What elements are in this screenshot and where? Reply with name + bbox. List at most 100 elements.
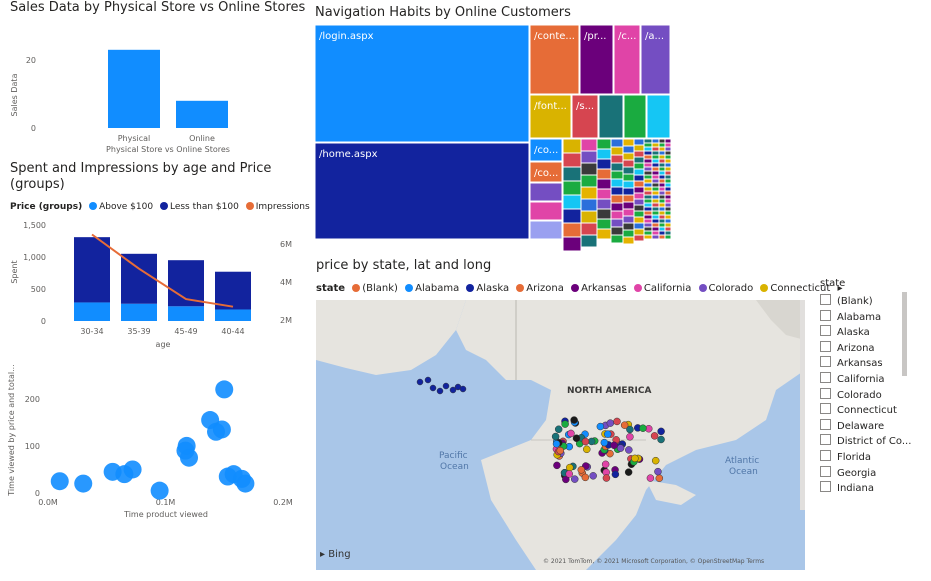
slicer-item-label: District of Co... xyxy=(837,436,912,448)
treemap-small-tile xyxy=(651,162,660,168)
slicer-item-label: Alabama xyxy=(837,311,882,323)
treemap-small-tile xyxy=(651,186,660,192)
spent-ytick-3: 1,500 xyxy=(23,221,46,230)
slicer-item[interactable]: Arkansas xyxy=(820,356,883,369)
map-point xyxy=(570,416,578,424)
map-legend-item-alabama[interactable]: Alabama xyxy=(415,283,460,294)
bing-icon: ▸ xyxy=(320,549,326,560)
slicer-item[interactable]: Delaware xyxy=(820,418,885,432)
treemap-small-tile xyxy=(633,144,645,152)
map-point xyxy=(620,421,629,429)
treemap-small-tile xyxy=(658,214,666,220)
spent-chart-title-line1: Spent and Impressions by age and Price xyxy=(10,161,272,176)
slicer-scrollbar[interactable] xyxy=(902,292,907,376)
map-legend-item-colorado[interactable]: Colorado xyxy=(708,283,754,294)
map-legend-item-arizona[interactable]: Arizona xyxy=(526,283,564,294)
map-point xyxy=(565,470,573,478)
map-legend-item-alaska[interactable]: Alaska xyxy=(476,283,510,294)
treemap-title: Navigation Habits by Online Customers xyxy=(315,5,571,20)
slicer-item[interactable]: California xyxy=(820,372,885,385)
slicer-checkbox[interactable] xyxy=(820,465,831,477)
treemap-small-tile xyxy=(643,138,653,144)
map-point xyxy=(616,444,625,452)
slicer-checkbox[interactable] xyxy=(820,450,831,461)
map-point xyxy=(561,420,569,428)
impressions-ytick-0: 2M xyxy=(280,316,292,325)
slicer-item[interactable]: Alabama xyxy=(820,309,882,323)
slicer-checkbox[interactable] xyxy=(820,309,831,321)
map-point-alaska xyxy=(436,387,444,395)
slicer-item[interactable]: Colorado xyxy=(820,387,882,401)
map-point xyxy=(606,419,615,427)
slicer-checkbox[interactable] xyxy=(820,387,831,399)
map-legend-item-arkansas[interactable]: Arkansas xyxy=(581,283,627,294)
treemap-small-tile xyxy=(622,173,635,182)
spent-bar-above100-35-39 xyxy=(121,303,157,321)
treemap-small-tile xyxy=(643,182,653,188)
sales-bar-online xyxy=(176,100,228,128)
treemap-small-tile xyxy=(664,218,672,224)
treemap-small-tile xyxy=(580,186,598,200)
treemap-small-tile xyxy=(658,166,666,172)
legend-impressions[interactable]: Impressions xyxy=(255,202,310,212)
map-point xyxy=(624,468,633,476)
slicer-checkbox[interactable] xyxy=(820,481,831,493)
treemap-small-tile xyxy=(610,162,624,172)
slicer-item-label: Delaware xyxy=(837,420,885,432)
treemap-small-tile xyxy=(651,234,660,240)
slicer-item-label: Georgia xyxy=(837,467,877,479)
slicer-checkbox[interactable] xyxy=(820,340,831,352)
treemap-tile-label: /font... xyxy=(534,101,567,112)
slicer-item[interactable]: Georgia xyxy=(820,465,877,479)
treemap-small-tile xyxy=(596,138,612,150)
treemap-small-tile xyxy=(651,170,660,176)
slicer-item[interactable]: District of Co... xyxy=(820,434,911,447)
treemap-tile-label: /co... xyxy=(534,145,558,156)
slicer-item[interactable]: Connecticut xyxy=(820,403,897,416)
slicer-checkbox[interactable] xyxy=(820,356,831,368)
slicer-checkbox[interactable] xyxy=(820,418,831,430)
treemap-small-tile xyxy=(658,162,666,168)
map-point xyxy=(613,417,621,426)
slicer-checkbox[interactable] xyxy=(820,372,831,383)
treemap-small-tile xyxy=(596,158,612,170)
map-right-scrollbar[interactable] xyxy=(800,300,805,510)
legend-above-100[interactable]: Above $100 xyxy=(99,202,154,212)
map-point xyxy=(577,466,586,474)
legend-dot-arizona xyxy=(516,284,525,292)
legend-less-100[interactable]: Less than $100 xyxy=(169,202,239,212)
map-point-alaska xyxy=(442,382,450,390)
slicer-item-label: Alaska xyxy=(837,327,870,339)
slicer-item[interactable]: Indiana xyxy=(820,481,874,494)
treemap-tile xyxy=(529,24,580,95)
slicer-item[interactable]: Florida xyxy=(820,450,871,463)
legend-dot-connecticut xyxy=(760,284,769,292)
treemap-small-tile xyxy=(664,230,672,236)
treemap-small-tile xyxy=(643,190,653,196)
treemap-small-tile xyxy=(664,202,672,208)
slicer-checkbox[interactable] xyxy=(820,294,831,305)
map-point xyxy=(553,461,561,470)
slicer-item[interactable]: Alaska xyxy=(820,325,870,338)
treemap-small-tile xyxy=(658,138,666,144)
legend-next-arrow-icon[interactable]: ▸ xyxy=(837,283,843,294)
scatter-point xyxy=(50,472,69,491)
map-canvas[interactable]: NORTH AMERICA Pacific Ocean Atlantic Oce… xyxy=(316,300,805,570)
map-legend-item-blank[interactable]: (Blank) xyxy=(362,283,398,294)
treemap-small-tile xyxy=(633,198,645,206)
map-legend-item-california[interactable]: California xyxy=(643,283,692,294)
slicer-checkbox[interactable] xyxy=(820,325,831,337)
map-point xyxy=(604,430,612,438)
map-point xyxy=(610,441,618,450)
slicer-item[interactable]: (Blank) xyxy=(820,294,873,307)
slicer-checkbox[interactable] xyxy=(820,434,831,446)
map-legend-item-connecticut[interactable]: Connecticut xyxy=(770,283,831,294)
map-point xyxy=(611,470,620,479)
legend-dot-alaska xyxy=(466,284,475,292)
treemap-tile-label: /s... xyxy=(576,101,594,112)
slicer-item[interactable]: Arizona xyxy=(820,340,875,354)
treemap-small-tile xyxy=(643,166,653,172)
spent-bar-less100-30-34 xyxy=(74,237,110,303)
treemap-small-tile xyxy=(664,174,672,180)
slicer-checkbox[interactable] xyxy=(820,403,831,415)
